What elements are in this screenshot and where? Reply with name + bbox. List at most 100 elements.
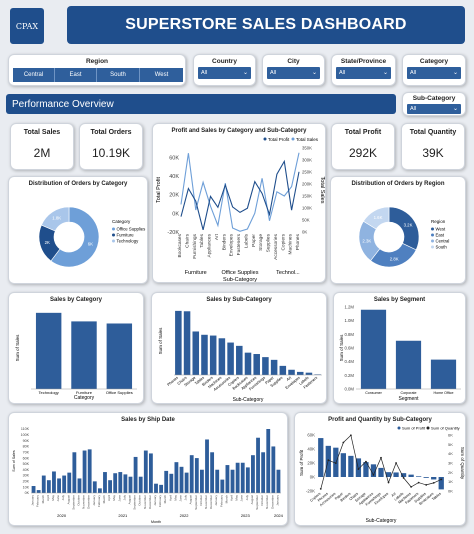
x-axis-label: Category (74, 395, 95, 401)
city-select[interactable]: All ⌄ (267, 67, 320, 79)
region-button-west[interactable]: West (140, 68, 183, 82)
bar (318, 438, 324, 477)
bar (92, 481, 97, 493)
x-tick-label: Paper (264, 375, 275, 385)
bar (71, 321, 97, 389)
bar (225, 465, 230, 493)
x-tick-label: Storage (258, 234, 264, 251)
x-tick-label: May (51, 495, 55, 501)
subcategory-select[interactable]: All ⌄ (407, 104, 461, 114)
x-tick-label: January (214, 495, 218, 506)
region-button-central[interactable]: Central (13, 68, 55, 82)
chart-title: Profit and Sales by Category and Sub-Cat… (171, 128, 307, 134)
x-axis-label: Sub-Category (366, 518, 397, 524)
bar (103, 472, 107, 493)
x-tick-label: Appliances (207, 233, 213, 257)
y-axis-label: Total Profit (156, 177, 162, 203)
bar (201, 334, 208, 375)
chart-title: Distribution of Orders by Region (351, 181, 445, 187)
bar (360, 309, 387, 389)
y-axis-label-right: Total Sales (319, 177, 325, 204)
legend-marker (431, 227, 434, 231)
x-tick-label: Phones (317, 492, 329, 503)
country-select[interactable]: All ⌄ (198, 67, 251, 79)
legend-marker (397, 426, 401, 430)
chart-title: Profit and Quantity by Sub-Category (328, 417, 432, 423)
legend-marker (431, 239, 434, 243)
y-tick-label: 0.2M (344, 373, 354, 378)
x-tick-label: Envelopes (229, 233, 235, 256)
y-tick-label: 40K (307, 447, 315, 452)
legend-marker (426, 426, 430, 430)
legend-marker (431, 245, 434, 249)
slice-data-label: 1.6K (374, 215, 383, 220)
region-filter: Region Central East South West (8, 54, 186, 86)
bar (106, 323, 133, 389)
x-tick-label: Home Office (434, 391, 454, 395)
x-tick-label: March (102, 495, 106, 504)
bar (408, 474, 414, 477)
bar (154, 483, 158, 493)
bar (184, 472, 189, 493)
bar (240, 462, 245, 493)
x-tick-label: March (224, 495, 228, 504)
x-tick-label: June (240, 495, 244, 502)
x-tick-label: Tables (194, 376, 205, 386)
bar (215, 469, 220, 493)
chart-card-profit-sales: Profit and Sales by Category and Sub-Cat… (152, 123, 326, 283)
series-point (440, 478, 443, 481)
legend-marker (431, 233, 434, 237)
x-tick-label: Supplies (266, 233, 272, 252)
bar (35, 312, 62, 389)
slice-data-label: 2K (45, 240, 50, 245)
x-tick-label: March (163, 495, 167, 504)
legend-marker (112, 227, 115, 231)
x-tick-label: April (168, 495, 172, 501)
category-filter: Category All ⌄ (402, 54, 466, 86)
y-tick-label: 0K (25, 491, 30, 495)
bar (209, 335, 217, 375)
kpi-label: Total Orders (90, 129, 132, 136)
bar (148, 453, 153, 493)
bar (143, 450, 148, 493)
legend-label: Total Sales (296, 137, 319, 142)
category-select[interactable]: All ⌄ (407, 67, 461, 79)
y-tick-label: 0.8M (344, 332, 354, 337)
x-tick-label: Accessories (273, 233, 279, 259)
kpi-value: 292K (348, 146, 378, 160)
series-point (365, 460, 367, 463)
x-tick-label: Copiers (309, 492, 321, 503)
region-button-east[interactable]: East (55, 68, 97, 82)
chart-card-orders-region: Distribution of Orders by Region 3.2K 2.8… (330, 176, 466, 284)
y-axis-label: Sum of Sales (339, 334, 344, 362)
y-tick-label: 1.2M (344, 305, 354, 310)
bar (72, 452, 77, 493)
y-tick-label-right: 4K (448, 451, 453, 456)
bar (262, 357, 269, 375)
x-tick-label: Paper (334, 491, 345, 501)
region-button-south[interactable]: South (97, 68, 140, 82)
bar (244, 352, 252, 375)
x-tick-label: September (133, 495, 137, 510)
performance-overview-banner: Performance Overview (6, 94, 396, 114)
x-tick-label: February (36, 495, 40, 508)
chart-card-sales-segment: Sales by Segment Consumer Corporate Home O… (333, 292, 466, 404)
orders-by-region-donut: 3.2K 2.8K 2.3K 1.6K Region WestEastCentralSou… (358, 206, 449, 268)
x-tick-label: August (189, 495, 193, 505)
y-tick-label-right: 0K (302, 230, 307, 235)
series-point (342, 441, 345, 444)
state-select[interactable]: All ⌄ (336, 67, 391, 79)
sales-by-segment-chart: Consumer Corporate Home Office 1.2M 1.0M 0.8M… (339, 305, 461, 402)
region-filter-label: Region (85, 58, 109, 65)
bar (276, 469, 281, 493)
x-axis-label: Segment (398, 396, 419, 402)
x-tick-label: Bookcases (177, 233, 183, 257)
bar (189, 455, 194, 493)
country-filter-label: Country (212, 58, 237, 65)
x-tick-label: November (265, 495, 269, 509)
bar (270, 359, 278, 375)
x-tick-label: May (173, 495, 177, 501)
x-tick-label: Binders (201, 376, 214, 387)
bar (52, 471, 56, 493)
kpi-total-orders: Total Orders 10.19K (79, 123, 143, 170)
